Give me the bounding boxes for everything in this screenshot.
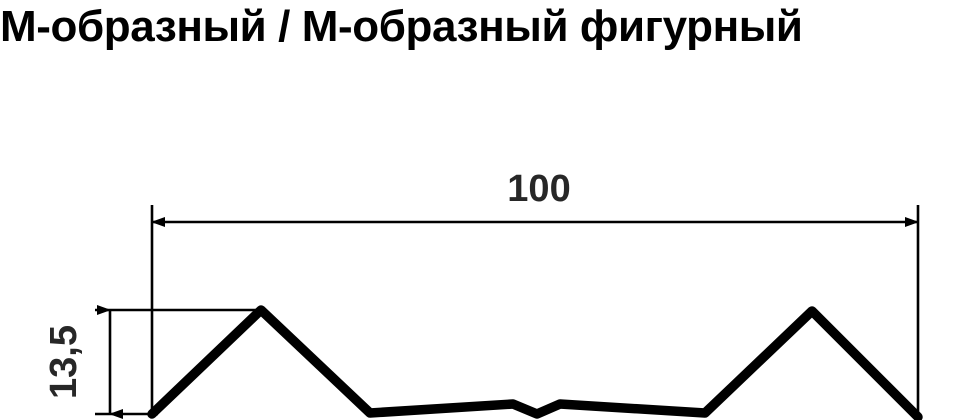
- dimension-label-width: 100: [507, 168, 570, 210]
- profile-outline: [147, 305, 923, 420]
- dimension-height-group: 13,5: [43, 305, 262, 419]
- drawing-canvas: 100 13,5: [0, 55, 978, 420]
- dimension-label-height: 13,5: [43, 325, 85, 399]
- profile-drawing-svg: 100 13,5: [43, 168, 923, 420]
- dimension-width-group: 100: [150, 168, 920, 418]
- page-title: М-образный / М-образный фигурный: [0, 2, 803, 51]
